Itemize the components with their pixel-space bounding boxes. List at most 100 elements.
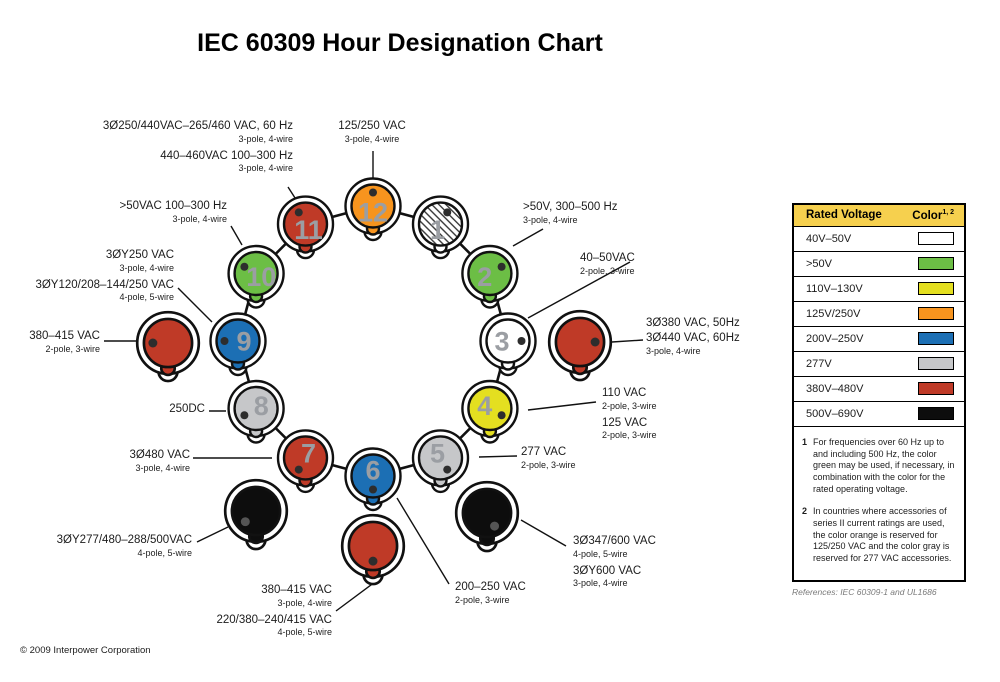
legend-voltage: 110V–130V: [806, 282, 863, 295]
label-row: 250DC: [0, 403, 205, 417]
label-row: 3ØY600 VAC 3-pole, 4-wire: [573, 565, 656, 590]
pole-wire-text: 3-pole, 4-wire: [238, 163, 293, 174]
connector-11h: 11: [276, 195, 335, 260]
connector-face: [417, 435, 464, 481]
earth-contact-dot: [368, 556, 378, 566]
legend-row: 380V–480V: [794, 377, 964, 402]
connector-face: [282, 435, 329, 481]
pole-wire-text: 3-pole, 4-wire: [344, 133, 400, 144]
voltage-text: 200–250 VAC: [455, 581, 526, 593]
connector-1h: 1: [411, 195, 470, 260]
voltage-text: 440–460VAC 100–300 Hz: [160, 149, 293, 162]
legend-voltage: 125V/250V: [806, 307, 861, 320]
leader-to-9: [177, 287, 213, 323]
label-3: 40–50VAC 2-pole, 3-wire: [580, 252, 635, 277]
leader-to-5: [478, 455, 518, 458]
earth-contact-dot: [220, 337, 229, 345]
footnote-text: For frequencies over 60 Hz up to and inc…: [813, 436, 955, 494]
pole-wire-text: 4-pole, 5-wire: [119, 292, 174, 303]
label-row: 3Ø380 VAC, 50Hz: [646, 317, 740, 331]
pole-wire-text: 4-pole, 5-wire: [137, 547, 192, 558]
pole-wire-text: 3-pole, 4-wire: [172, 213, 227, 224]
hour-number: 2: [477, 262, 492, 292]
legend-row: 500V–690V: [794, 402, 964, 427]
label-4: 110 VAC 2-pole, 3-wire 125 VAC 2-pole, 3-wi…: [602, 387, 657, 441]
connector-4h: 4: [461, 379, 519, 444]
legend-voltage: >50V: [806, 257, 832, 270]
voltage-text: 125 VAC: [602, 416, 648, 429]
connector-3h: 3: [479, 312, 537, 377]
leader-to-outer-5h: [520, 519, 567, 547]
connector-6h: 6: [344, 447, 402, 512]
pole-wire-text: 4-pole, 5-wire: [573, 548, 628, 559]
footnote-number: 2: [802, 506, 808, 517]
label-row: 3ØY250 VAC 3-pole, 4-wire: [0, 249, 174, 274]
label-row: 380–415 VAC 2-pole, 3-wire: [0, 330, 100, 355]
legend-row: 110V–130V: [794, 277, 964, 302]
earth-contact-dot: [369, 188, 377, 197]
leader-to-outer-7h: [196, 526, 229, 543]
earth-contact-dot: [497, 262, 506, 271]
connector-face: [233, 250, 279, 297]
legend-voltage: 40V–50V: [806, 232, 852, 245]
label-row: 3Ø347/600 VAC 4-pole, 5-wire: [573, 535, 656, 560]
legend-voltage: 200V–250V: [806, 332, 864, 345]
label-row: 3Ø250/440VAC–265/460 VAC, 60 Hz 3-pole, 4…: [0, 120, 293, 145]
earth-contact-dot: [294, 465, 303, 474]
connector-face: [467, 385, 513, 432]
connector-5h: 5: [411, 429, 470, 494]
legend-header-voltage: Rated Voltage: [806, 209, 882, 222]
connector-face: [554, 316, 606, 368]
pole-wire-text: 2-pole, 3-wire: [602, 430, 657, 441]
voltage-text: 3ØY250 VAC: [105, 249, 174, 261]
label-row: 277 VAC 2-pole, 3-wire: [521, 446, 576, 471]
voltage-text: 250DC: [169, 403, 205, 415]
pole-wire-text: 3-pole, 4-wire: [573, 578, 628, 589]
footnote-number: 1: [802, 436, 808, 447]
voltage-text: 125/250 VAC: [338, 120, 406, 132]
legend-voltage: 500V–690V: [806, 407, 864, 420]
earth-contact-dot: [148, 338, 158, 348]
label-row: 3Ø440 VAC, 60Hz 3-pole, 4-wire: [646, 332, 740, 357]
leader-to-10: [230, 225, 243, 246]
voltage-text: 380–415 VAC: [261, 584, 332, 596]
label-12: 125/250 VAC 3-pole, 4-wire: [282, 120, 462, 145]
pole-wire-text: 2-pole, 3-wire: [580, 265, 635, 276]
legend-footnote-2: 2 In countries where accessories of serie…: [802, 506, 956, 564]
earth-contact-dot: [240, 411, 249, 420]
label-11: 3Ø250/440VAC–265/460 VAC, 60 Hz 3-pole, 4…: [0, 120, 293, 174]
hour-number: 1: [430, 215, 445, 245]
label-row: 3Ø480 VAC 3-pole, 4-wire: [0, 449, 190, 474]
color-swatch-blue: [918, 332, 954, 346]
earth-contact-dot: [443, 465, 452, 474]
earth-contact-dot: [240, 262, 249, 271]
label-outer-9h: 380–415 VAC 2-pole, 3-wire: [0, 330, 100, 355]
voltage-text: 110 VAC: [602, 387, 647, 399]
pole-wire-text: 2-pole, 3-wire: [521, 459, 576, 470]
label-row: 110 VAC 2-pole, 3-wire: [602, 387, 657, 412]
connector-face: [461, 487, 513, 539]
legend-row: >50V: [794, 252, 964, 277]
hour-number: 9: [236, 327, 251, 357]
pole-wire-text: 3-pole, 4-wire: [135, 462, 190, 473]
connector-8h: 8: [227, 379, 285, 444]
voltage-text: 3ØY600 VAC: [573, 564, 642, 577]
voltage-text: 3ØY277/480–288/500VAC: [56, 534, 192, 546]
hour-number: 5: [430, 438, 445, 468]
footnote-text: In countries where accessories of series…: [813, 506, 952, 564]
pole-wire-text: 3-pole, 4-wire: [238, 133, 293, 144]
label-row: 440–460VAC 100–300 Hz 3-pole, 4-wire: [0, 150, 293, 175]
label-6: 200–250 VAC 2-pole, 3-wire: [455, 581, 526, 606]
legend-notes: 1 For frequencies over 60 Hz up to and in…: [794, 427, 964, 580]
connector-12h: 12: [344, 177, 402, 242]
hour-number: 11: [294, 215, 323, 245]
label-row: 40–50VAC 2-pole, 3-wire: [580, 252, 635, 277]
voltage-text: 3ØY120/208–144/250 VAC: [35, 278, 174, 291]
legend-voltage: 380V–480V: [806, 382, 864, 395]
label-row: 125 VAC 2-pole, 3-wire: [602, 417, 657, 442]
hour-number: 7: [301, 438, 316, 468]
label-8: 250DC: [0, 403, 205, 417]
connector-face: [485, 318, 531, 364]
legend-row: 277V: [794, 352, 964, 377]
